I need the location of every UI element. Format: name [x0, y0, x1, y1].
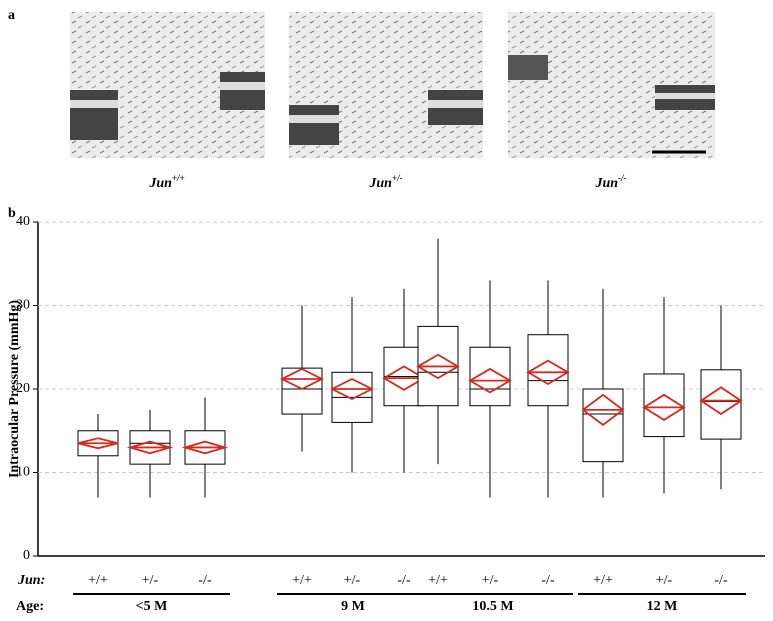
genotype-label: +/- [142, 573, 159, 588]
y-tick-label: 30 [16, 298, 30, 313]
age-label: 12 M [647, 599, 678, 614]
age-label: 9 M [341, 599, 365, 614]
age-label: <5 M [136, 599, 168, 614]
genotype-label: +/+ [593, 573, 613, 588]
box [643, 373, 685, 438]
y-tick-label: 0 [23, 548, 30, 563]
genotype-label: -/- [198, 573, 212, 588]
genotype-label: -/- [714, 573, 728, 588]
row-label: Jun: [17, 573, 45, 588]
y-axis-title: Intraocular Pressure (mmHg) [7, 300, 22, 478]
micrograph [289, 12, 483, 158]
genotype-label: -/- [541, 573, 555, 588]
genotype-label: +/+ [428, 573, 448, 588]
genotype-label: +/+ [292, 573, 312, 588]
genotype-label: +/- [656, 573, 673, 588]
age-label: 10.5 M [472, 599, 513, 614]
genotype-label: +/+ [88, 573, 108, 588]
y-tick-label: 20 [16, 381, 30, 396]
box [527, 334, 569, 407]
micrograph [508, 12, 715, 158]
image-caption: Jun+/+ [148, 173, 184, 191]
genotype-label: -/- [397, 573, 411, 588]
image-caption: Jun+/- [368, 173, 402, 191]
row-label: Age: [16, 599, 44, 614]
image-caption: Jun-/- [594, 173, 626, 191]
genotype-label: +/- [482, 573, 499, 588]
panel-label: b [8, 206, 16, 221]
micrograph [70, 12, 265, 158]
y-tick-label: 40 [16, 214, 30, 229]
y-tick-label: 10 [16, 465, 30, 480]
panel-label: a [8, 8, 15, 23]
genotype-label: +/- [344, 573, 361, 588]
